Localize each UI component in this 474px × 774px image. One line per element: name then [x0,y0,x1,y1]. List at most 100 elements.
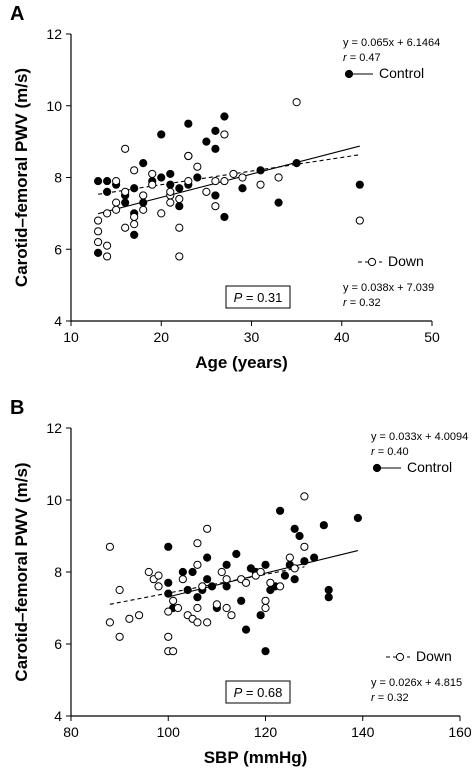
down-point [178,575,187,584]
down-point [173,603,183,613]
p-value-box [225,285,291,309]
down-point [121,187,130,196]
x-axis-title: SBP (mmHg) [204,748,308,767]
down-point [164,632,173,641]
down-point [300,542,309,551]
control-point [220,212,229,222]
down-point [285,553,294,562]
down-point [103,241,112,250]
down-point [115,632,124,641]
control-point [256,611,265,620]
down-point [211,176,220,186]
down-point [121,144,130,153]
control-point [139,159,148,168]
down-point [184,176,193,186]
y-tick-label: 10 [46,98,62,114]
down-point [217,567,226,577]
down-point [93,216,103,225]
y-tick-label: 6 [54,241,62,257]
control-legend-label: Control [379,65,424,81]
p-value-box [225,680,291,704]
control-point [166,169,175,179]
down-point [193,162,202,171]
control-point [203,575,212,584]
y-tick-label: 8 [54,564,62,580]
down-point [103,209,112,218]
control-point [324,593,333,602]
panel-label: B [10,397,24,419]
control-equation: y = 0.033x + 4.0094 [371,431,468,443]
down-point [193,618,202,627]
control-point [103,187,112,196]
down-legend-label: Down [388,253,424,269]
down-point [112,198,121,207]
x-tick-label: 140 [351,724,375,740]
y-tick-label: 4 [54,313,62,329]
y-axis-title: Carotid–femoral PWV (m/s) [12,462,31,681]
control-point [290,524,299,533]
down-point [300,492,309,501]
down-point [266,578,275,587]
control-legend-marker [372,463,382,473]
down-point [112,205,121,214]
control-point [241,625,251,634]
control-point [292,159,301,168]
control-point [222,582,231,591]
control-point [157,173,166,182]
down-point [103,252,112,261]
control-point [300,557,309,566]
y-axis-title: Carotid–femoral PWV (m/s) [12,68,31,287]
control-point [178,567,187,577]
down-point [115,585,124,595]
y-tick-label: 6 [54,636,62,652]
down-point [227,611,236,620]
down-point [355,216,364,225]
control-point [166,180,175,189]
down-point [193,539,202,548]
control-point [261,647,270,656]
down-point [169,647,178,656]
control-fit-line [97,145,360,215]
down-point [256,180,265,189]
control-point [207,582,217,591]
down-point [222,603,231,613]
down-legend-marker [367,257,377,267]
control-point [280,571,290,580]
control-point [164,542,173,551]
down-r-value: r = 0.32 [343,297,381,309]
down-point [121,223,130,232]
down-point [105,618,115,627]
control-legend-label: Control [407,459,452,475]
control-point [183,585,192,595]
down-point [148,169,157,179]
down-point [112,176,121,186]
down-point [175,223,184,232]
control-point [211,126,220,135]
down-point [154,571,163,580]
down-point [154,582,163,591]
x-tick-label: 50 [424,329,440,345]
down-point [130,220,139,229]
control-point [238,184,247,193]
down-point [290,564,299,573]
down-point [203,618,212,627]
control-point [256,166,265,175]
x-tick-label: 30 [244,329,260,345]
control-point [164,589,173,598]
control-point [275,506,285,515]
down-point [241,578,251,587]
down-point [93,237,103,247]
x-tick-label: 10 [63,329,79,345]
control-point [103,176,112,186]
down-point [130,166,139,175]
down-equation: y = 0.026x + 4.815 [371,677,462,689]
x-tick-label: 80 [63,724,79,740]
control-point [121,198,130,207]
y-tick-label: 12 [46,420,62,436]
down-point [274,173,283,182]
control-point [193,593,202,602]
x-tick-label: 100 [157,724,181,740]
control-r-value: r = 0.40 [371,446,409,458]
down-point [198,582,207,591]
